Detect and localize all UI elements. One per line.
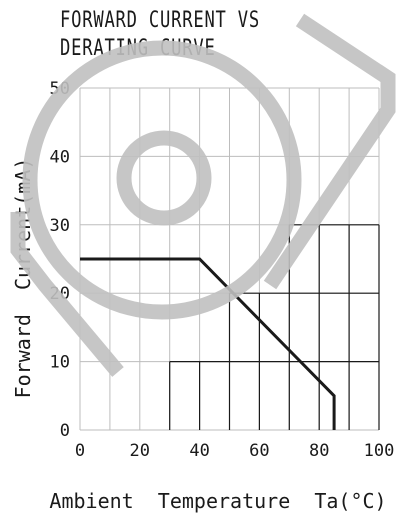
x-tick-label: 100 xyxy=(364,441,395,461)
x-tick-label: 80 xyxy=(309,441,329,461)
watermark-ring-outer xyxy=(22,40,302,320)
y-tick-label: 40 xyxy=(50,147,70,167)
watermark-arm-right xyxy=(263,13,396,290)
x-tick-label: 0 xyxy=(75,441,85,461)
y-tick-label: 0 xyxy=(60,421,70,441)
x-tick-label: 20 xyxy=(130,441,150,461)
y-tick-label: 30 xyxy=(50,216,70,236)
chart-title-line-1: FORWARD CURRENT VS xyxy=(60,8,261,33)
watermark-ring-inner xyxy=(116,130,212,226)
x-axis-title: Ambient Temperature Ta(°C) xyxy=(49,489,386,513)
watermark-arm-left xyxy=(10,212,124,377)
x-tick-label: 60 xyxy=(249,441,269,461)
derating-curve-line xyxy=(80,257,336,430)
chart-series-layer xyxy=(80,257,336,430)
logo-watermark xyxy=(10,13,396,377)
y-tick-label: 10 xyxy=(50,353,70,373)
x-tick-label: 40 xyxy=(189,441,209,461)
